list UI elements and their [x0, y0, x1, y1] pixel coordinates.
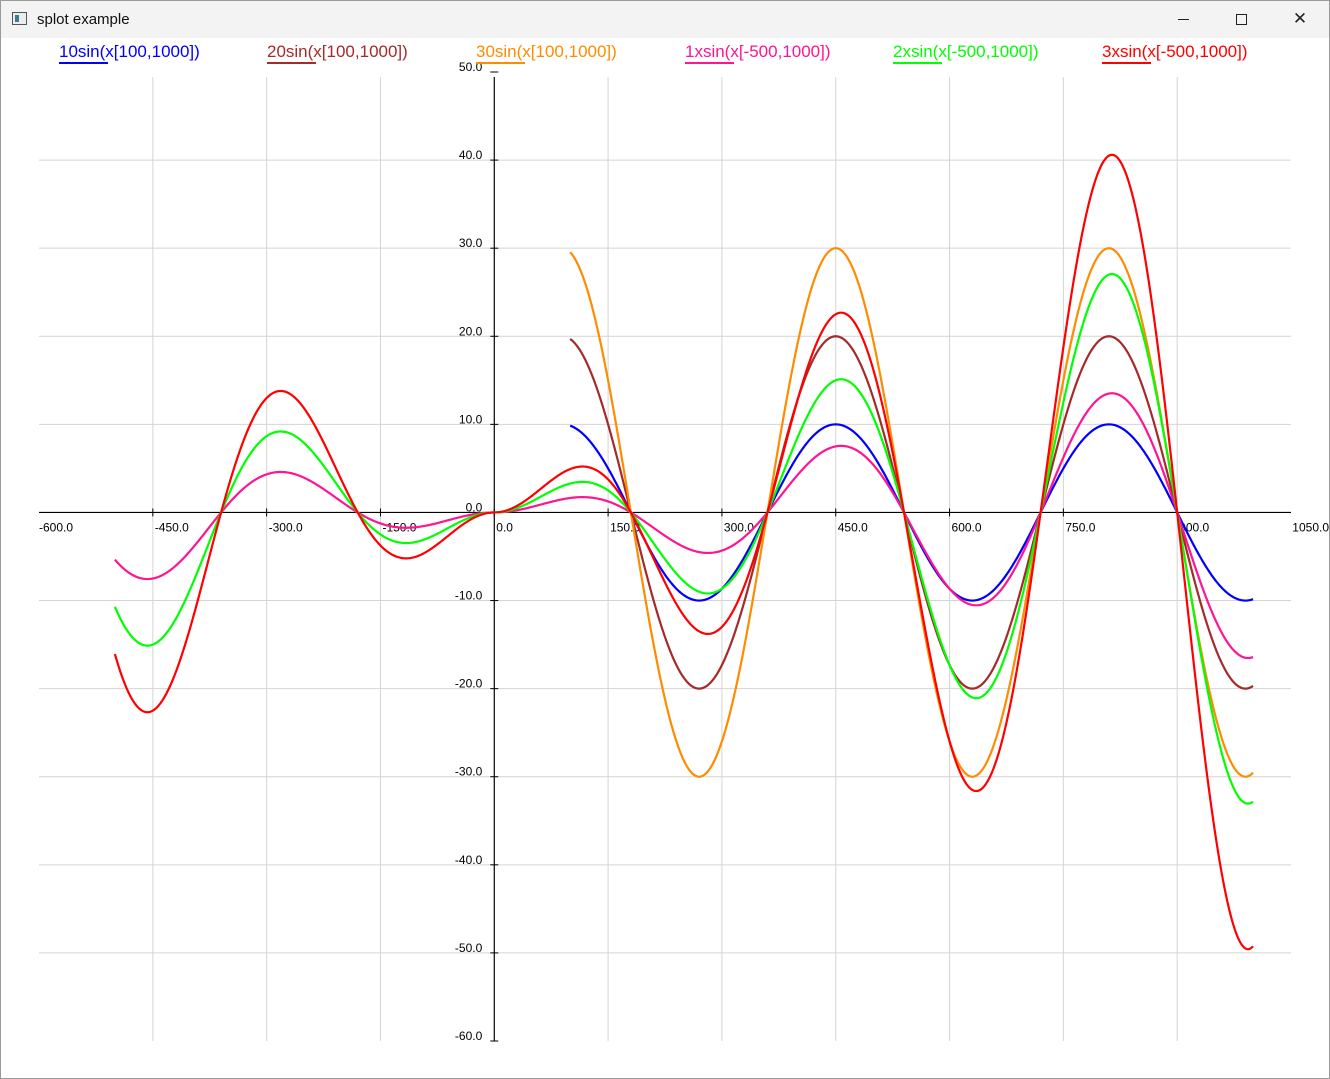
minimize-icon — [1177, 19, 1189, 20]
series-line-5 — [113, 272, 1254, 805]
legend-label: 10sin(x[100,1000]) — [59, 42, 200, 61]
chart: -600.0 -450.0 -300.0 -150.0 0.0 150.0 300.0 450… — [39, 42, 1329, 1043]
y-tick-label: -20.0 — [455, 677, 483, 691]
tick-labels: -600.0 -450.0 -300.0 -150.0 0.0 150.0 300.0 450… — [39, 60, 1329, 1043]
legend-label: 1xsin(x[-500,1000]) — [685, 42, 831, 61]
x-tick-label: -450.0 — [155, 520, 189, 534]
y-tick-label: 10.0 — [459, 412, 483, 426]
x-tick-label: -300.0 — [269, 520, 303, 534]
y-tick-label: -50.0 — [455, 941, 483, 955]
minimize-button[interactable] — [1154, 1, 1212, 38]
legend-label: 30sin(x[100,1000]) — [476, 42, 617, 61]
y-tick-label: -40.0 — [455, 853, 483, 867]
grid — [39, 77, 1291, 1041]
close-button[interactable]: ✕ — [1271, 1, 1329, 38]
close-icon: ✕ — [1292, 9, 1308, 29]
y-tick-label: 20.0 — [459, 324, 483, 338]
y-tick-label: 30.0 — [459, 236, 483, 250]
x-tick-label: 1050.0 — [1292, 520, 1329, 534]
y-tick-label: -30.0 — [455, 765, 483, 779]
legend: 10sin(x[100,1000]) 20sin(x[100,1000]) 30si… — [59, 42, 1248, 64]
maximize-icon — [1235, 14, 1247, 25]
series-line-4 — [114, 392, 1254, 660]
axes — [39, 71, 1291, 1042]
y-tick-label: -10.0 — [455, 589, 483, 603]
maximize-button[interactable] — [1212, 1, 1270, 38]
x-tick-label: 0.0 — [496, 520, 513, 534]
legend-label: 3xsin(x[-500,1000]) — [1102, 42, 1248, 61]
window-title: splot example — [37, 11, 130, 28]
legend-label: 2xsin(x[-500,1000]) — [893, 42, 1039, 61]
x-tick-label: 300.0 — [724, 520, 754, 534]
series-line-6 — [113, 153, 1254, 951]
title-bar[interactable]: splot example ✕ — [1, 1, 1329, 38]
legend-label: 20sin(x[100,1000]) — [267, 42, 408, 61]
y-tick-label: 40.0 — [459, 148, 483, 162]
y-tick-label: -60.0 — [455, 1029, 483, 1043]
x-tick-label: -600.0 — [39, 520, 73, 534]
x-tick-label: 600.0 — [952, 520, 982, 534]
y-tick-label: 0.0 — [466, 500, 483, 514]
x-tick-label: 450.0 — [838, 520, 868, 534]
series-lines — [113, 153, 1254, 951]
app-icon — [12, 12, 27, 25]
x-tick-label: 750.0 — [1065, 520, 1095, 534]
